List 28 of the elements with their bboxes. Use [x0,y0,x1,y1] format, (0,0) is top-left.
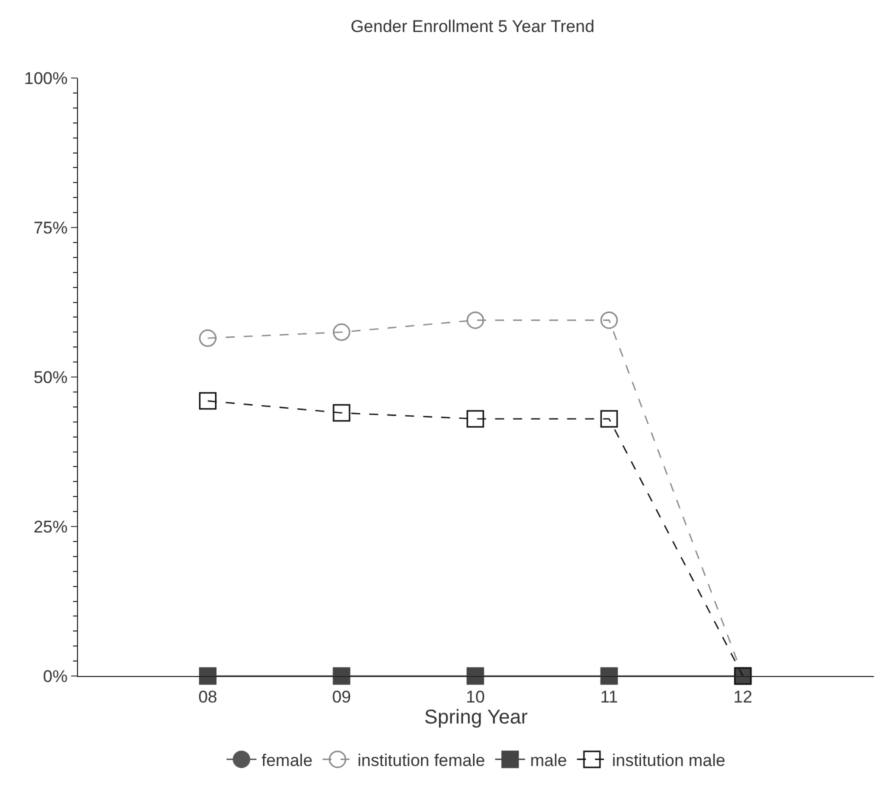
point [332,404,350,422]
point [600,667,618,685]
point [466,667,484,685]
point [199,667,217,685]
point [466,410,484,428]
point [466,311,484,329]
legend-label: female [262,750,313,770]
x-axis-title: Spring Year [424,706,528,728]
x-tick-label: 08 [198,687,218,706]
y-tick-label: 50% [34,368,68,387]
point [332,667,350,685]
y-tick-label: 25% [34,517,68,536]
x-tick-label: 10 [466,687,485,706]
x-tick-label: 11 [600,687,618,706]
y-tick-label: 75% [34,218,68,238]
chart-title: Gender Enrollment 5 Year Trend [350,16,594,36]
y-tick-label: 100% [24,68,68,88]
legend-label: institution female [358,750,486,770]
point [600,410,618,428]
legend-label: institution male [612,750,726,770]
y-tick-label: 0% [43,666,68,686]
point [332,323,350,341]
legend-label: male [530,750,567,770]
x-tick-label: 12 [733,687,752,706]
point [199,329,217,347]
point [199,392,217,410]
point [600,311,618,329]
x-tick-label: 09 [332,687,352,706]
